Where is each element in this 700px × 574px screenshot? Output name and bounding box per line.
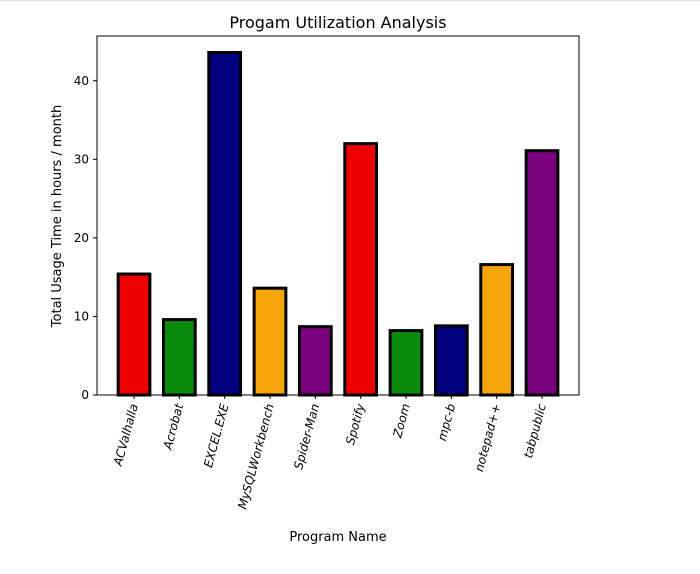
x-axis-label: Program Name xyxy=(289,530,386,545)
bar xyxy=(161,318,197,397)
x-tick-label: MySQLWorkbench xyxy=(235,402,277,511)
chart-title: Progam Utilization Analysis xyxy=(229,13,446,32)
bar xyxy=(252,286,288,397)
y-tick-label: 0 xyxy=(81,388,89,402)
y-tick-label: 40 xyxy=(74,74,89,88)
plot-frame xyxy=(96,35,580,396)
bar xyxy=(297,325,333,397)
bar xyxy=(479,263,515,397)
bar xyxy=(207,50,243,397)
x-tick-label: Spotify xyxy=(343,401,368,446)
bar xyxy=(433,324,469,397)
x-tick-label: Acrobat xyxy=(160,401,186,452)
x-tick-label: Zoom xyxy=(390,402,413,440)
y-tick-label: 20 xyxy=(74,231,89,245)
bar xyxy=(524,149,560,397)
x-tick-label: ACValhalla xyxy=(111,402,141,468)
x-tick-label: notepad++ xyxy=(472,402,504,473)
x-tick-label: Spider-Man xyxy=(291,402,322,471)
x-tick-label: mpc-b xyxy=(435,402,458,443)
y-tick-label: 30 xyxy=(74,152,89,166)
bar xyxy=(116,272,152,397)
y-tick-label: 10 xyxy=(74,309,89,323)
x-tick-label: EXCEL.EXE xyxy=(201,402,232,469)
x-tick-label: tabpublic xyxy=(521,402,549,460)
bar xyxy=(343,142,379,397)
y-axis-label: Total Usage Time in hours / month xyxy=(50,105,65,328)
bar xyxy=(388,329,424,397)
